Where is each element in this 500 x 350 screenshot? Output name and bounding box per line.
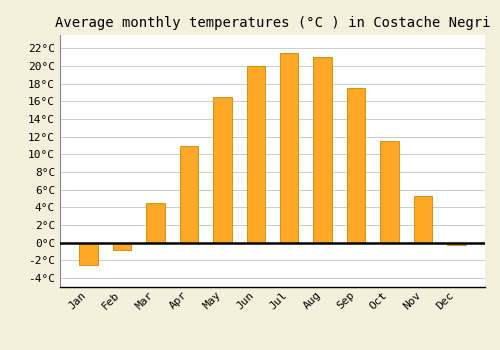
Bar	[414, 196, 432, 243]
Bar	[314, 57, 332, 243]
Title: Average monthly temperatures (°C ) in Costache Negri: Average monthly temperatures (°C ) in Co…	[55, 16, 490, 30]
Bar	[180, 146, 198, 243]
Bar	[448, 243, 466, 245]
Bar	[213, 97, 232, 243]
Bar	[146, 203, 165, 243]
Bar	[347, 88, 366, 243]
Bar	[80, 243, 98, 265]
Bar	[113, 243, 131, 250]
Bar	[280, 53, 298, 243]
Bar	[380, 141, 399, 243]
Bar	[246, 66, 265, 243]
